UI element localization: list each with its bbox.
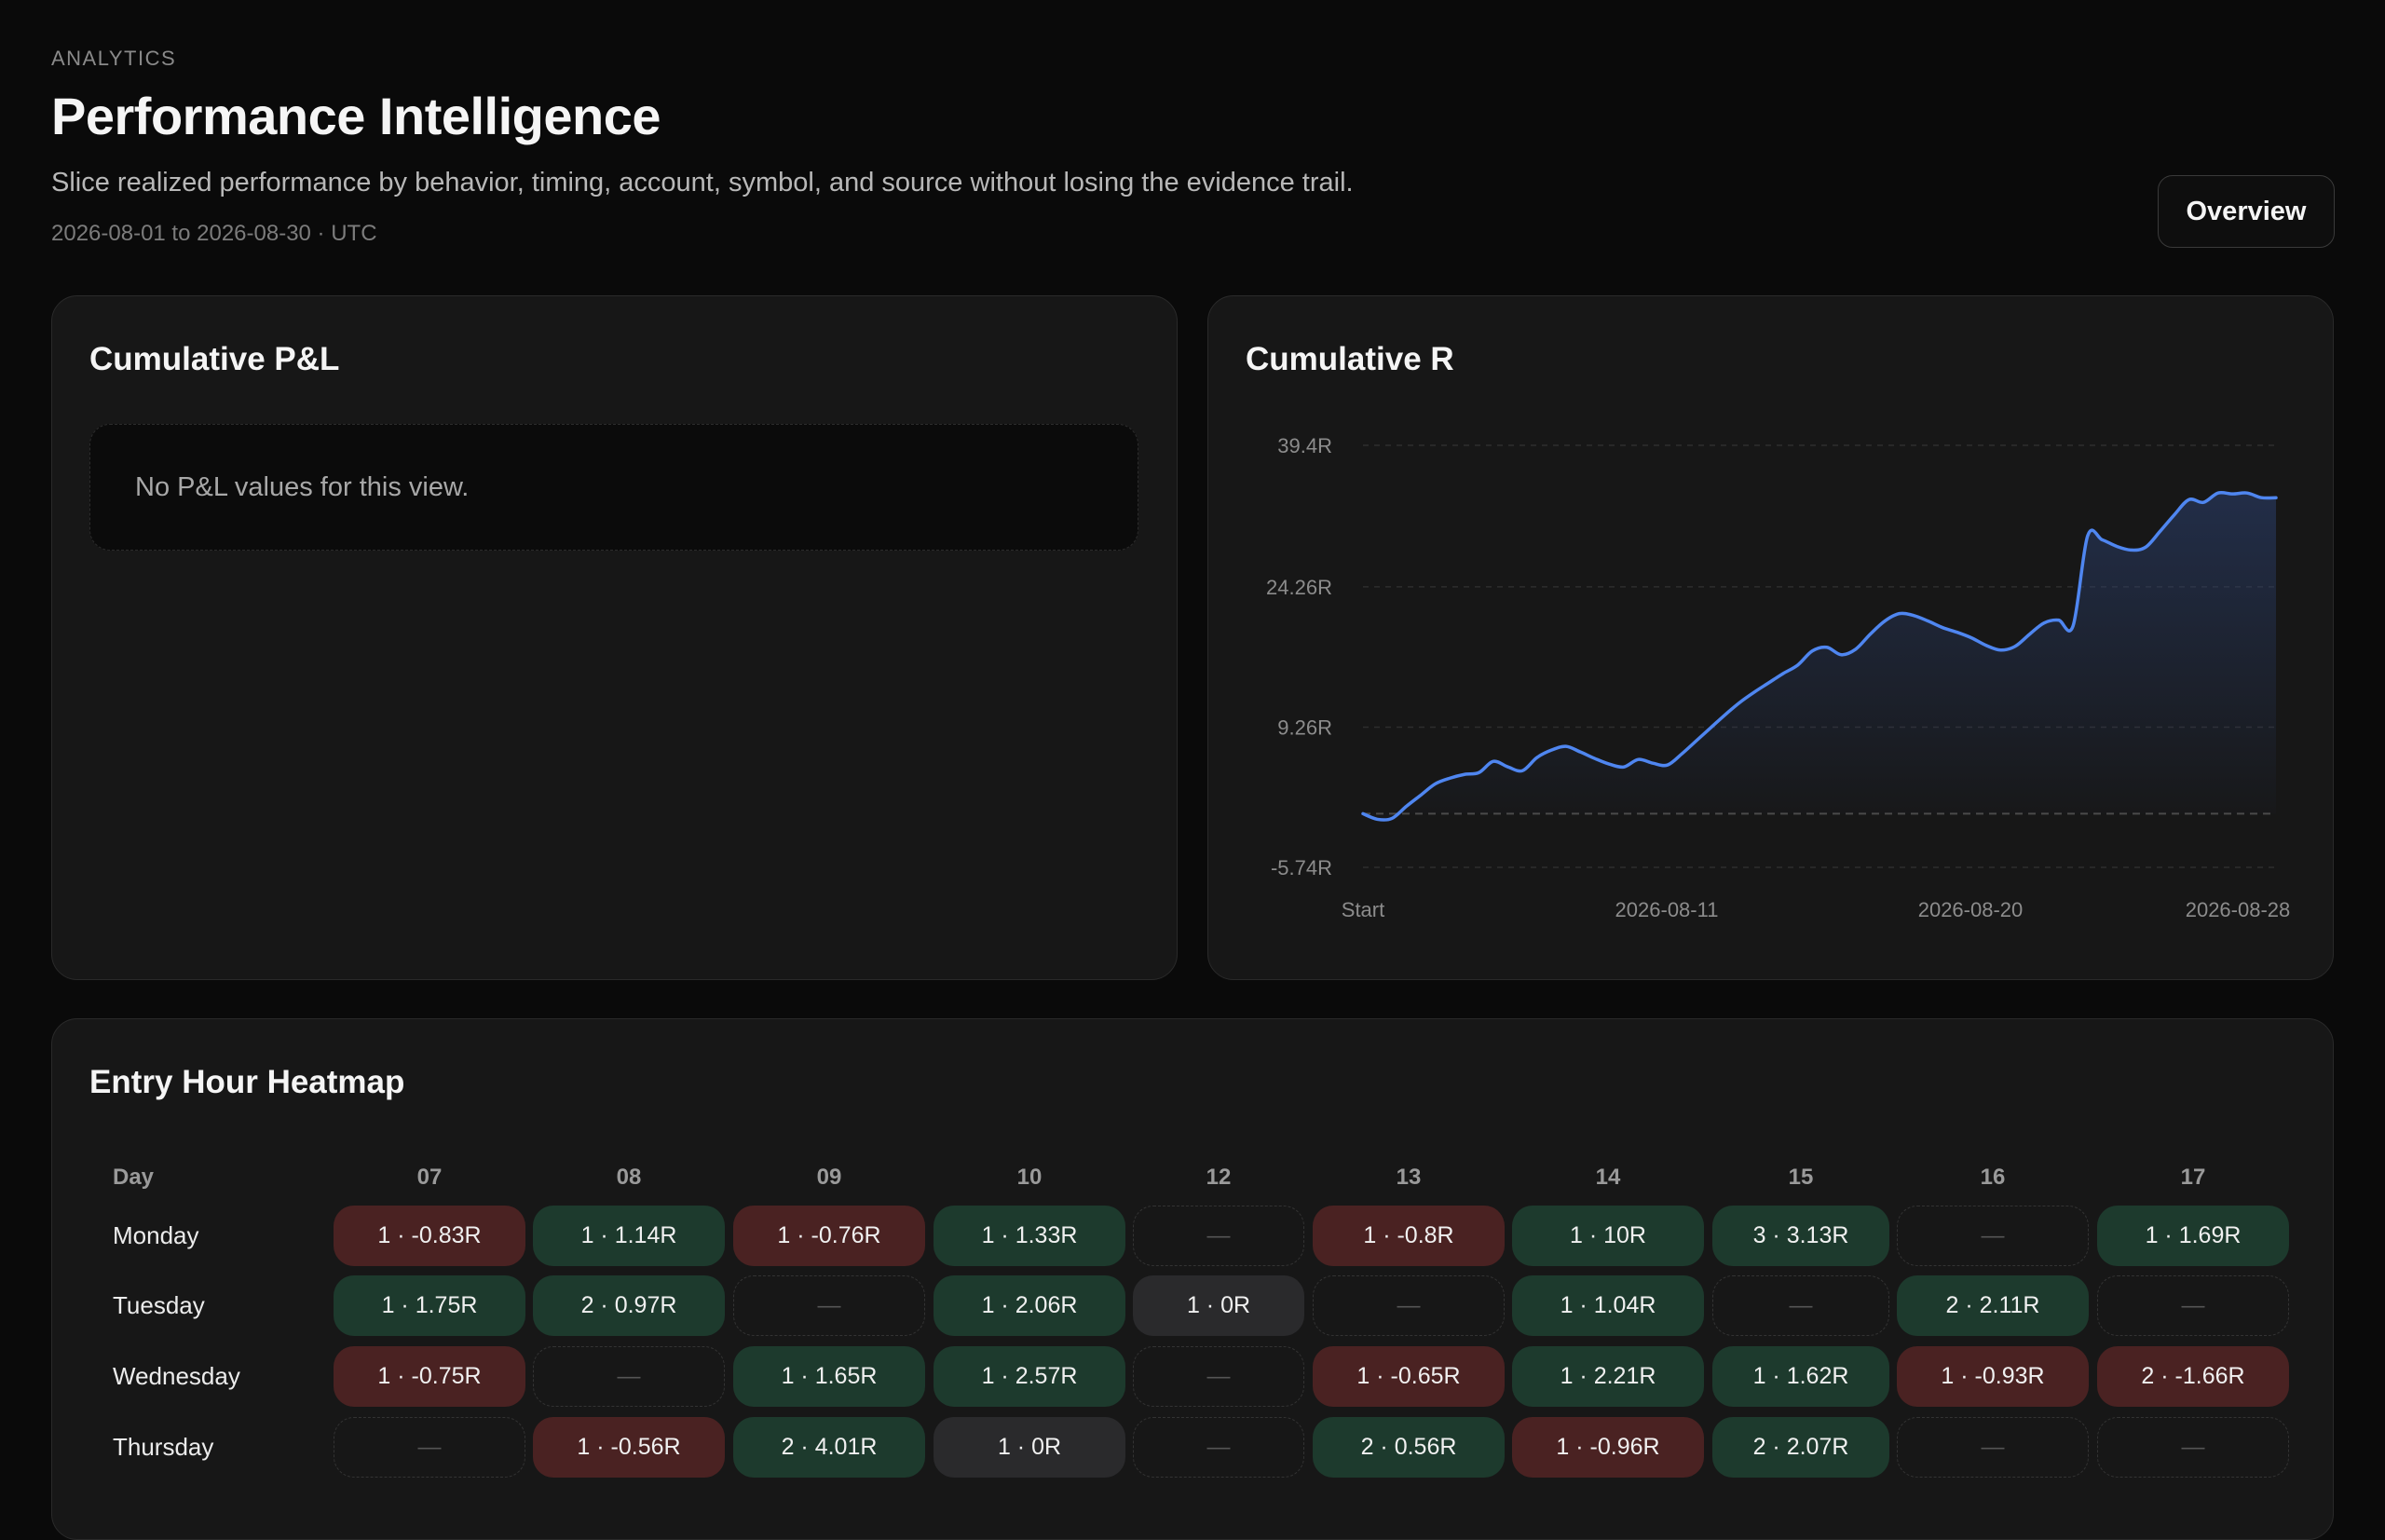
heatmap-cell[interactable]: —: [1897, 1417, 2089, 1478]
heatmap-cell[interactable]: —: [2097, 1275, 2289, 1336]
heatmap-day-label: Monday: [113, 1221, 199, 1249]
heatmap-cell[interactable]: 1 · 2.57R: [934, 1346, 1125, 1407]
x-tick-label: Start: [1342, 898, 1384, 921]
heatmap-day-label: Tuesday: [113, 1291, 205, 1319]
heatmap-cell[interactable]: 1 · -0.76R: [733, 1206, 925, 1266]
heatmap-cell[interactable]: 3 · 3.13R: [1712, 1206, 1889, 1266]
heatmap-cell[interactable]: 1 · -0.96R: [1512, 1417, 1704, 1478]
overview-button[interactable]: Overview: [2158, 175, 2335, 248]
eyebrow-label: ANALYTICS: [51, 47, 177, 70]
heatmap-cell[interactable]: 2 · 0.97R: [533, 1275, 725, 1336]
heatmap-cell[interactable]: 1 · 0R: [934, 1417, 1125, 1478]
heatmap-cell[interactable]: 2 · 2.07R: [1712, 1417, 1889, 1478]
heatmap-cell[interactable]: —: [1133, 1346, 1304, 1407]
heatmap-hour-header: 14: [1595, 1165, 1621, 1190]
heatmap-cell[interactable]: 1 · -0.75R: [334, 1346, 525, 1407]
heatmap-cell[interactable]: 1 · -0.56R: [533, 1417, 725, 1478]
pnl-empty-state: No P&L values for this view.: [89, 424, 1138, 551]
heatmap-cell[interactable]: 1 · 2.21R: [1512, 1346, 1704, 1407]
heatmap-cell[interactable]: 1 · -0.83R: [334, 1206, 525, 1266]
heatmap-cell[interactable]: 1 · 1.33R: [934, 1206, 1125, 1266]
heatmap-hour-header: 13: [1396, 1165, 1422, 1190]
y-tick-label: 9.26R: [1277, 715, 1332, 739]
entry-hour-heatmap-card: Entry Hour Heatmap Day Monday 1 · -0.83R 1…: [51, 1018, 2334, 1540]
heatmap-cell[interactable]: —: [533, 1346, 725, 1407]
y-tick-label: -5.74R: [1271, 856, 1332, 879]
cumulative-r-area: [1363, 492, 2276, 821]
heatmap-hour-header: 17: [2180, 1165, 2206, 1190]
heatmap-day-header: Day: [113, 1165, 155, 1190]
heatmap-cell[interactable]: 2 · 2.11R: [1897, 1275, 2089, 1336]
x-tick-label: 2026-08-11: [1615, 898, 1719, 921]
heatmap-cell[interactable]: —: [2097, 1417, 2289, 1478]
heatmap-cell[interactable]: —: [1313, 1275, 1505, 1336]
heatmap-cell[interactable]: 1 · 1.65R: [733, 1346, 925, 1407]
cumulative-pnl-card: Cumulative P&L No P&L values for this vi…: [51, 295, 1178, 980]
heatmap-cell[interactable]: —: [1133, 1417, 1304, 1478]
heatmap-cell[interactable]: 2 · 0.56R: [1313, 1417, 1505, 1478]
heatmap-hour-header: 08: [616, 1165, 642, 1190]
heatmap-cell[interactable]: 1 · 1.04R: [1512, 1275, 1704, 1336]
heatmap-cell[interactable]: 1 · 2.06R: [934, 1275, 1125, 1336]
x-tick-label: 2026-08-20: [1918, 898, 2024, 921]
x-tick-label: 2026-08-28: [2186, 898, 2291, 921]
heatmap-cell[interactable]: —: [1712, 1275, 1889, 1336]
heatmap-cell[interactable]: 1 · -0.93R: [1897, 1346, 2089, 1407]
heatmap-cell[interactable]: —: [334, 1417, 525, 1478]
heatmap-cell[interactable]: 2 · 4.01R: [733, 1417, 925, 1478]
heatmap-cell[interactable]: 1 · -0.65R: [1313, 1346, 1505, 1407]
heatmap-cell[interactable]: 2 · -1.66R: [2097, 1346, 2289, 1407]
heatmap-hour-header: 07: [416, 1165, 443, 1190]
heatmap-cell[interactable]: —: [1133, 1206, 1304, 1266]
heatmap-cell[interactable]: 1 · 1.14R: [533, 1206, 725, 1266]
cumulative-r-chart: 39.4R 24.26R 9.26R -5.74R Start 2026-08-11 202…: [1266, 434, 2291, 921]
heatmap-cell[interactable]: 1 · 1.69R: [2097, 1206, 2289, 1266]
heatmap-hour-header: 15: [1788, 1165, 1814, 1190]
cumulative-r-title: Cumulative R: [1246, 341, 1454, 377]
y-tick-label: 24.26R: [1266, 576, 1332, 599]
cumulative-r-card: Cumulative R 39.4R 24.26R 9.26R -5.74R Start…: [1207, 295, 2334, 980]
y-tick-label: 39.4R: [1277, 434, 1332, 457]
heatmap-hour-header: 10: [1016, 1165, 1043, 1190]
heatmap-cell[interactable]: 1 · 10R: [1512, 1206, 1704, 1266]
heatmap-cell[interactable]: —: [733, 1275, 925, 1336]
heatmap-title: Entry Hour Heatmap: [89, 1064, 405, 1100]
heatmap-cell[interactable]: 1 · 1.62R: [1712, 1346, 1889, 1407]
heatmap-cell[interactable]: 1 · 1.75R: [334, 1275, 525, 1336]
cumulative-r-line: [1361, 490, 2278, 822]
heatmap-hour-header: 12: [1206, 1165, 1232, 1190]
cumulative-pnl-title: Cumulative P&L: [89, 341, 340, 377]
heatmap-cell[interactable]: 1 · 0R: [1133, 1275, 1304, 1336]
page-subtitle: Slice realized performance by behavior, …: [51, 168, 1354, 198]
heatmap-cell[interactable]: 1 · -0.8R: [1313, 1206, 1505, 1266]
heatmap-day-label: Thursday: [113, 1433, 214, 1461]
heatmap-hour-header: 09: [816, 1165, 842, 1190]
heatmap-cell[interactable]: —: [1897, 1206, 2089, 1266]
heatmap-hour-header: 16: [1980, 1165, 2006, 1190]
heatmap-day-label: Wednesday: [113, 1362, 240, 1390]
date-range: 2026-08-01 to 2026-08-30 · UTC: [51, 221, 377, 246]
page-title: Performance Intelligence: [51, 87, 661, 145]
